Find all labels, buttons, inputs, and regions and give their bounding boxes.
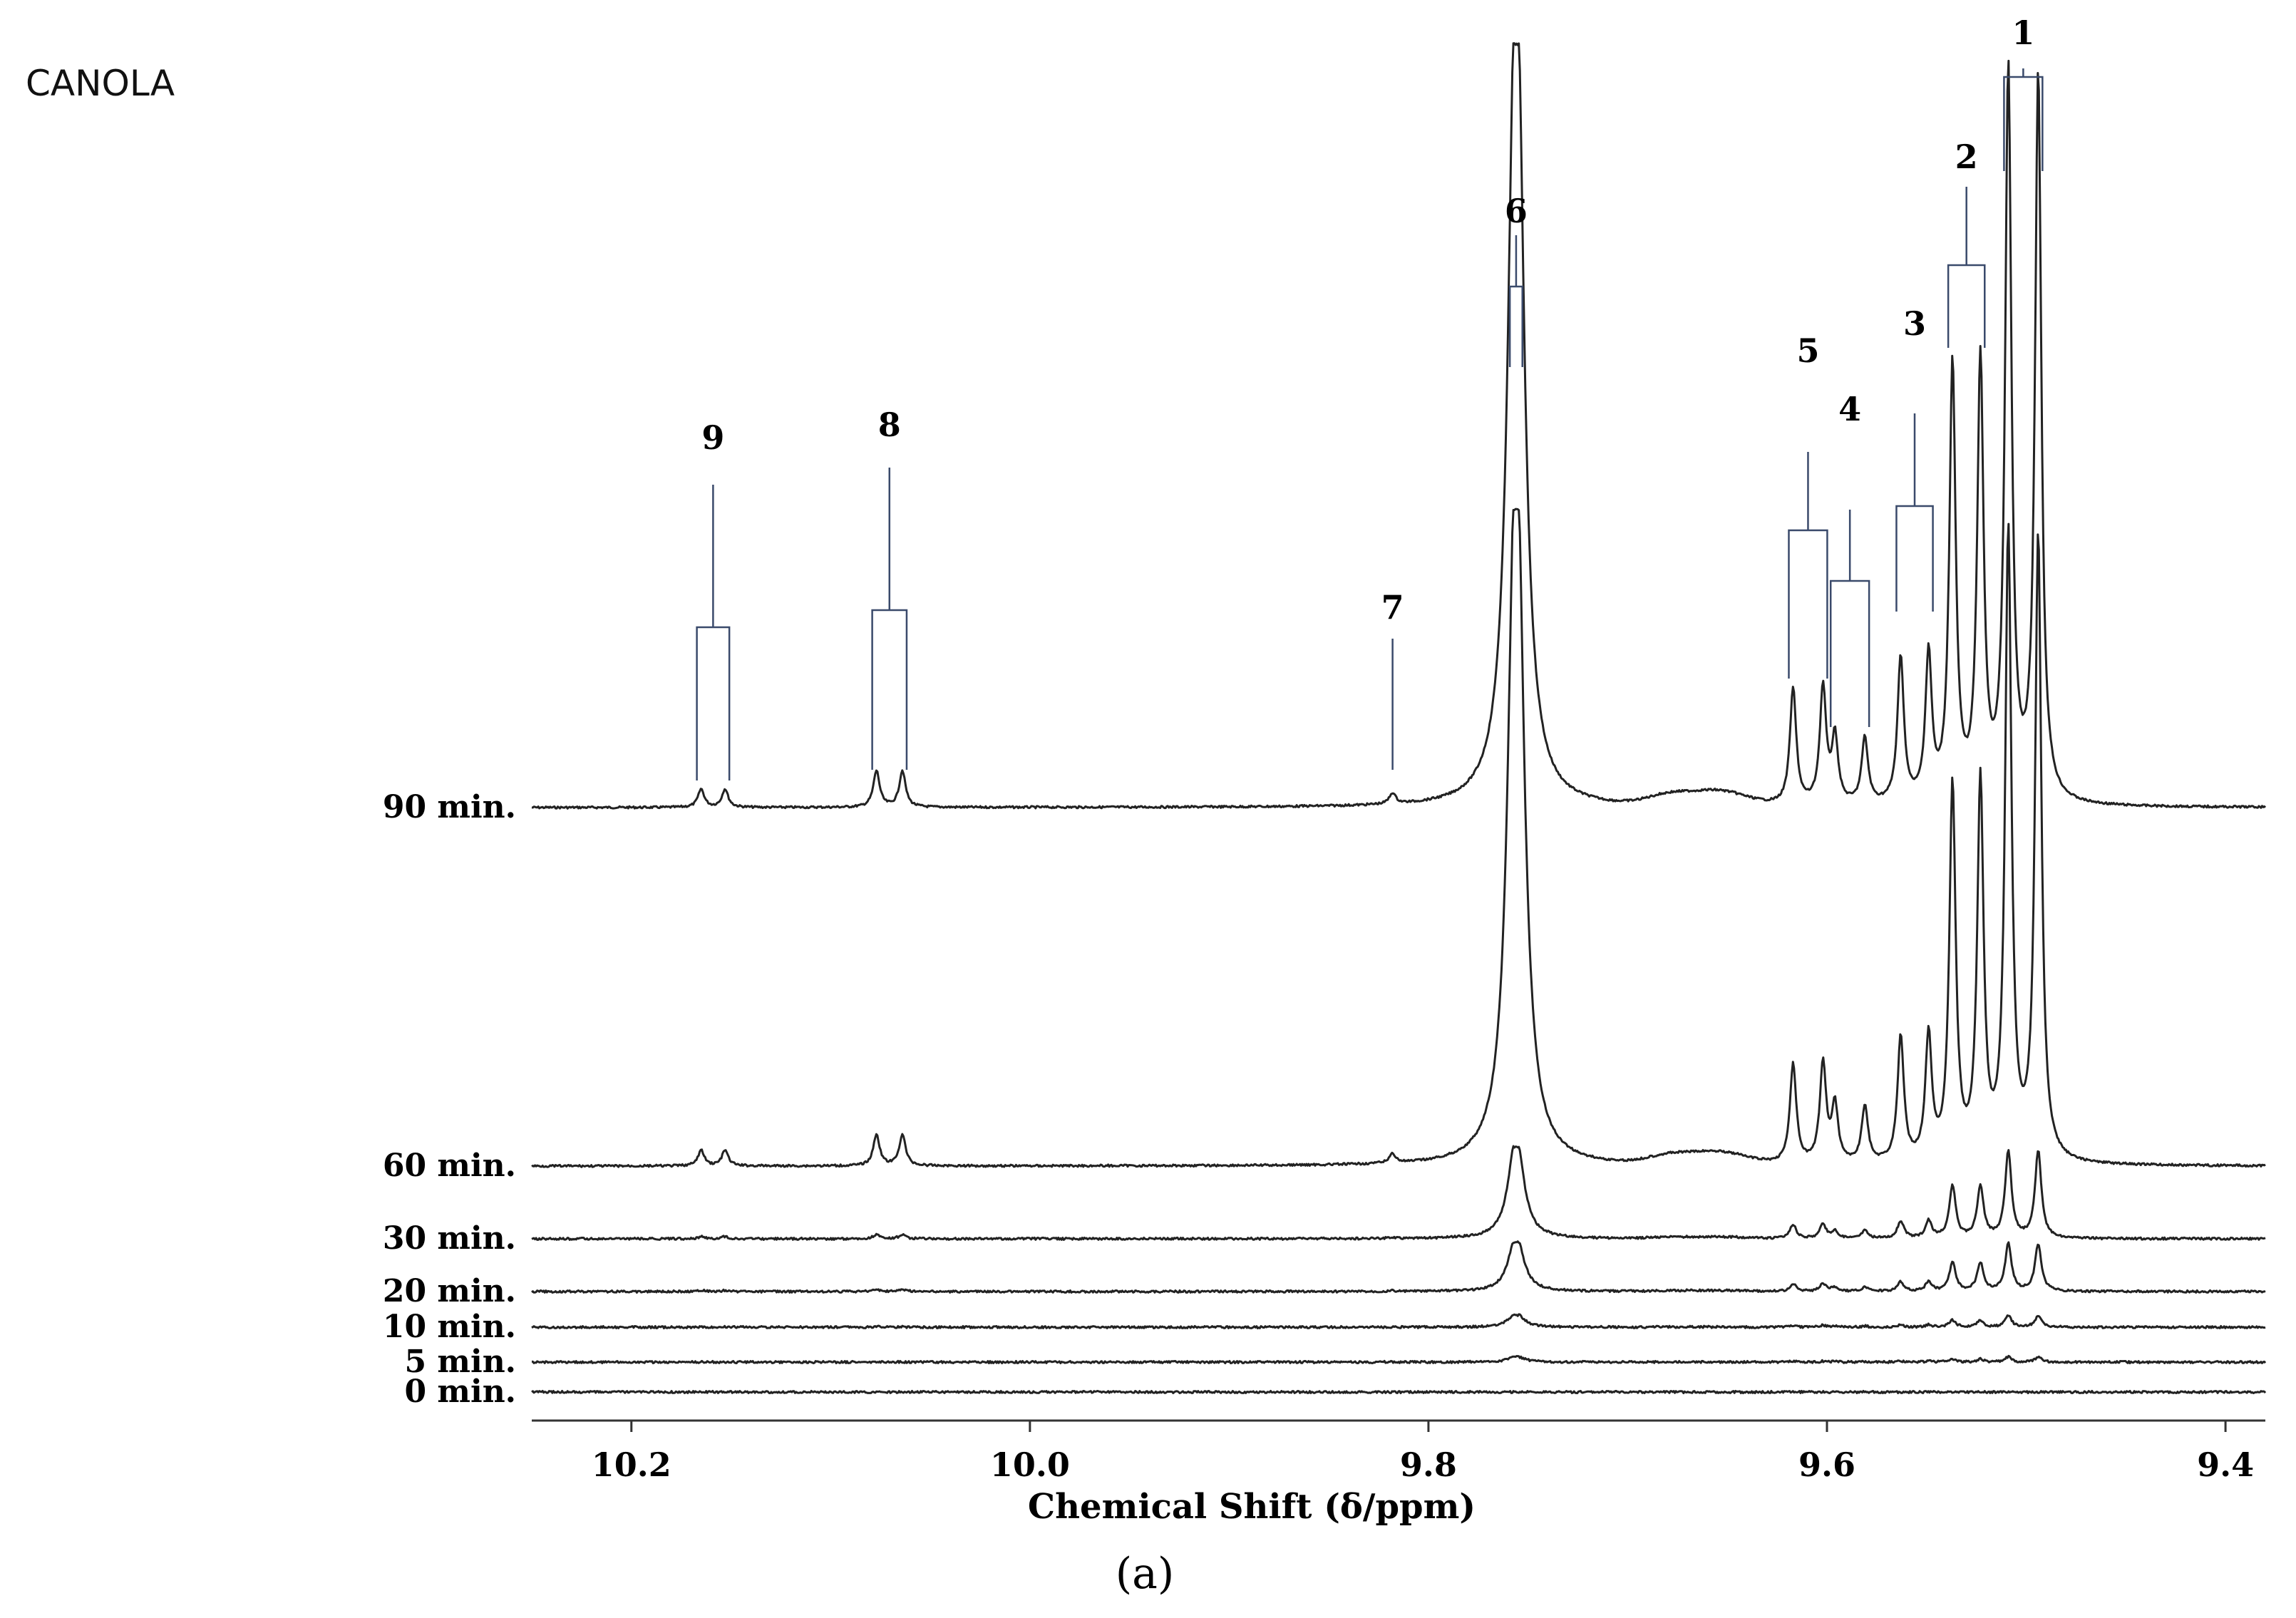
peak-label-7: 7 (1381, 588, 1404, 627)
peak-label-1: 1 (2012, 14, 2034, 52)
peak-bracket-6 (1508, 235, 1523, 367)
x-axis-label: Chemical Shift (δ/ppm) (1028, 1487, 1476, 1527)
trace-label: 90 min. (383, 789, 516, 825)
trace-label: 60 min. (383, 1148, 516, 1184)
peak-bracket-9 (696, 485, 731, 780)
spectrum-trace-20min (531, 1240, 2266, 1294)
trace-label: 0 min. (404, 1374, 516, 1410)
spectrum-traces: 90 min.60 min.30 min.20 min.10 min.5 min… (383, 42, 2267, 1410)
peak-bracket-4 (1829, 510, 1870, 727)
trace-label: 10 min. (383, 1309, 516, 1345)
x-axis: 10.2 10.0 9.8 9.6 9.4 (532, 1419, 2265, 1484)
peak-brackets: 1 2 3 45 6 7 8 9 (696, 14, 2044, 780)
x-tick-label: 9.6 (1798, 1446, 1855, 1484)
x-tick-label: 9.8 (1400, 1446, 1457, 1484)
spectrum-trace-10min (531, 1313, 2266, 1329)
trace-label: 30 min. (383, 1220, 516, 1257)
spectrum-trace-60min (531, 507, 2266, 1168)
peak-bracket-8 (871, 468, 908, 770)
chart-title: CANOLA (26, 63, 175, 104)
x-tick-label: 10.0 (990, 1446, 1070, 1484)
peak-bracket-2 (1947, 187, 1986, 348)
peak-label-6: 6 (1505, 192, 1528, 230)
peak-label-9: 9 (701, 418, 724, 457)
trace-label: 20 min. (383, 1273, 516, 1309)
peak-label-2: 2 (1955, 138, 1978, 176)
peak-bracket-3 (1895, 413, 1934, 612)
peak-label-8: 8 (878, 406, 901, 444)
x-tick-label: 9.4 (2197, 1446, 2254, 1484)
trace-label: 5 min. (404, 1344, 516, 1380)
peak-label-4: 4 (1838, 390, 1861, 428)
spectrum-trace-0min (531, 1390, 2267, 1394)
spectrum-trace-90min (531, 42, 2267, 810)
peak-label-5: 5 (1796, 331, 1819, 370)
peak-bracket-5 (1788, 452, 1828, 679)
spectrum-trace-30min (531, 1145, 2266, 1241)
panel-label: (a) (1116, 1549, 1175, 1599)
spectrum-trace-5min (531, 1354, 2267, 1364)
x-tick-label: 10.2 (592, 1446, 671, 1484)
peak-label-3: 3 (1903, 304, 1926, 343)
peak-bracket-1 (2003, 68, 2044, 171)
